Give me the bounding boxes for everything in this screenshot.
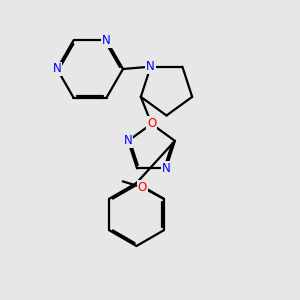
Text: N: N xyxy=(124,134,133,147)
Text: N: N xyxy=(52,62,62,76)
Text: N: N xyxy=(146,60,155,73)
Text: O: O xyxy=(138,181,147,194)
Text: N: N xyxy=(102,34,111,47)
Text: O: O xyxy=(147,117,156,130)
Text: N: N xyxy=(162,162,170,175)
